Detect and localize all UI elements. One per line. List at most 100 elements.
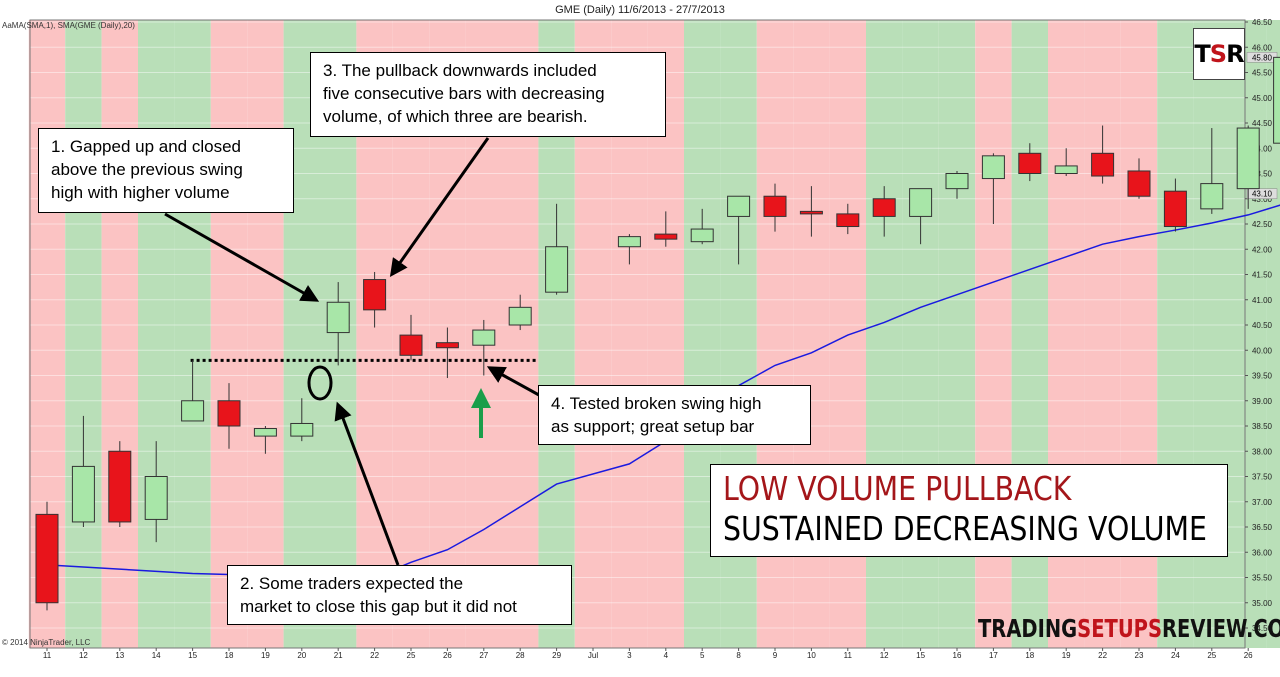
y-tick-label: 36.50 — [1252, 523, 1273, 532]
frame-border — [29, 19, 1246, 649]
annotation-3: 3. The pullback downwards included five … — [310, 52, 666, 137]
x-tick-label: 12 — [880, 651, 889, 660]
y-tick-label: 40.50 — [1252, 321, 1273, 330]
y-tick-label: 46.50 — [1252, 18, 1273, 27]
y-tick-label: 46.00 — [1252, 43, 1273, 52]
x-tick-label: 9 — [773, 651, 778, 660]
candle — [472, 319, 496, 376]
x-tick-label: 16 — [953, 651, 962, 660]
candle — [326, 282, 350, 366]
candle — [108, 441, 132, 527]
candle-body — [690, 228, 714, 243]
y-tick-label: 35.50 — [1252, 574, 1273, 583]
candle — [71, 415, 95, 527]
candle — [945, 170, 969, 199]
plot-frame — [29, 19, 1246, 649]
price-tag-label: 43.10 — [1252, 190, 1273, 199]
y-tick-label: 37.50 — [1252, 473, 1273, 482]
x-tick-label: 24 — [1171, 651, 1180, 660]
banner-subtitle: SUSTAINED DECREASING VOLUME — [723, 509, 1207, 548]
background-bands — [28, 20, 1280, 648]
candle — [1236, 125, 1260, 209]
candle-body — [945, 173, 969, 190]
x-tick-label: 20 — [297, 651, 306, 660]
y-tick-label: 39.00 — [1252, 397, 1273, 406]
x-tick-label: 8 — [736, 651, 741, 660]
x-tick-label: 22 — [1098, 651, 1107, 660]
arrow-3 — [389, 137, 490, 277]
y-tick-label: 43.50 — [1252, 170, 1273, 179]
candle-body — [909, 188, 933, 217]
x-tick-label: 14 — [152, 651, 161, 660]
x-tick-label: 3 — [627, 651, 632, 660]
y-tick-label: 35.00 — [1252, 599, 1273, 608]
candle — [290, 398, 314, 442]
candle — [181, 360, 205, 422]
y-tick-label: 43.00 — [1252, 195, 1273, 204]
candle-body — [1236, 127, 1260, 190]
x-tick-label: 25 — [1207, 651, 1216, 660]
candle — [1018, 143, 1042, 182]
candle-body — [654, 233, 678, 240]
x-tick-label: 15 — [916, 651, 925, 660]
candle-body — [108, 450, 132, 523]
y-tick-label: 37.00 — [1252, 498, 1273, 507]
band — [1230, 20, 1267, 648]
candle-body — [253, 428, 277, 437]
candle — [799, 186, 823, 237]
candle — [654, 211, 678, 247]
candle-body — [508, 306, 532, 326]
candle-body — [217, 400, 241, 427]
x-tick-label: 27 — [479, 651, 488, 660]
candle-body — [290, 422, 314, 437]
candle-body — [399, 334, 423, 356]
candle — [763, 183, 787, 232]
candle — [872, 186, 896, 237]
x-tick-label: 5 — [700, 651, 705, 660]
y-tick-label: 38.50 — [1252, 422, 1273, 431]
candle-body — [472, 329, 496, 346]
candle-body — [326, 301, 350, 334]
candle-body — [435, 342, 459, 349]
candle — [727, 195, 751, 265]
candle — [836, 203, 860, 235]
candle-body — [181, 400, 205, 422]
band — [1266, 20, 1280, 648]
indicator-label: AaMA(SMA,1), SMA(GME (Daily),20) — [2, 21, 135, 30]
annotation-arrows — [164, 137, 549, 566]
x-tick-label: 26 — [443, 651, 452, 660]
candle-body — [763, 195, 787, 217]
x-tick-label: 11 — [43, 651, 52, 660]
band — [138, 20, 175, 648]
band — [65, 20, 102, 648]
candle-body — [1018, 152, 1042, 175]
title-banner: LOW VOLUME PULLBACK SUSTAINED DECREASING… — [710, 464, 1228, 557]
candle-body — [1163, 190, 1187, 228]
y-tick-label: 38.00 — [1252, 447, 1273, 456]
x-tick-label: 28 — [516, 651, 525, 660]
candle — [508, 294, 532, 331]
x-tick-label: 4 — [664, 651, 669, 660]
y-tick-label: 42.50 — [1252, 220, 1273, 229]
candle — [1273, 56, 1280, 144]
arrow-1 — [164, 212, 320, 302]
candle — [144, 441, 168, 543]
y-tick-label: 36.00 — [1252, 548, 1273, 557]
candle — [1091, 125, 1115, 184]
x-axis: 11 12 13 14 15 18 19 20 21 22 25 26 27 28 29 Jul 3 4 5 8 9 10… — [43, 648, 1253, 660]
x-tick-label: 15 — [188, 651, 197, 660]
candle — [217, 383, 241, 449]
candle-body — [1273, 56, 1280, 144]
x-tick-label: 11 — [844, 651, 853, 660]
y-tick-label: 34.50 — [1252, 624, 1273, 633]
candle — [399, 314, 423, 361]
y-tick-label: 41.50 — [1252, 271, 1273, 280]
x-tick-label: 23 — [1135, 651, 1144, 660]
x-tick-label: 17 — [989, 651, 998, 660]
candles — [35, 56, 1280, 611]
y-tick-label: 40.00 — [1252, 346, 1273, 355]
arrow-2 — [334, 401, 400, 566]
candle-body — [617, 236, 641, 248]
